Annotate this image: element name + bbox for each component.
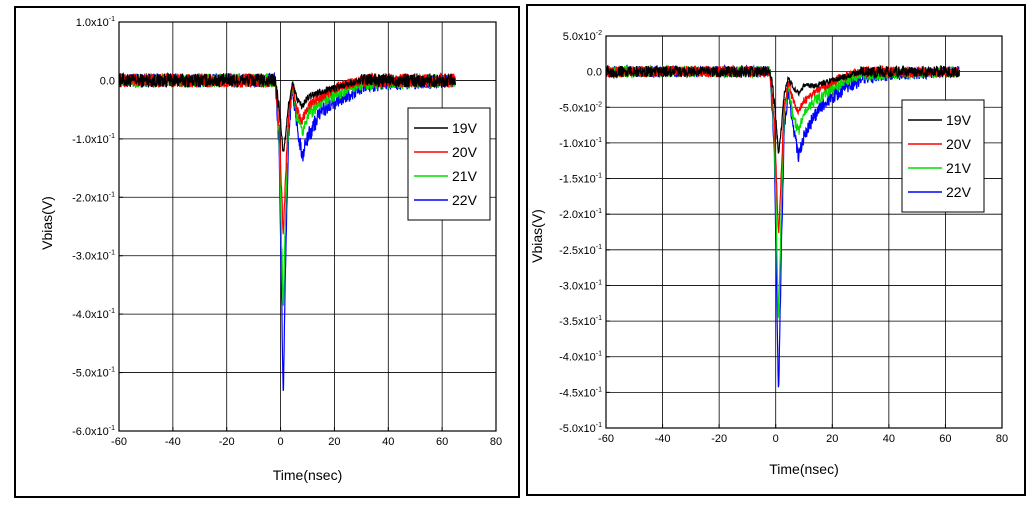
chart0-y-axis-label: Vbias(V) bbox=[39, 196, 55, 250]
chart0-y-tick-label-1: 0.0 bbox=[100, 75, 115, 87]
chart0-legend-label-22V: 22V bbox=[452, 192, 478, 208]
chart1-y-tick-label-8: -3.5x10-1 bbox=[559, 315, 602, 328]
chart0-y-tick-label-4: -3.0x10-1 bbox=[72, 250, 115, 263]
chart1-legend-label-19V: 19V bbox=[946, 112, 972, 128]
chart0-series-group bbox=[119, 71, 456, 391]
chart1-x-tick-label-5: 40 bbox=[883, 433, 895, 445]
chart0-legend-label-20V: 20V bbox=[452, 144, 478, 160]
chart1-y-tick-label-11: -5.0x10-1 bbox=[559, 422, 602, 435]
chart1-y-tick-label-6: -2.5x10-1 bbox=[559, 244, 602, 257]
chart1-y-tick-label-9: -4.0x10-1 bbox=[559, 351, 602, 364]
chart1-y-tick-label-3: -1.0x10-1 bbox=[559, 137, 602, 150]
chart1-y-tick-label-4: -1.5x10-1 bbox=[559, 173, 602, 186]
chart0-y-tick-label-2: -1.0x10-1 bbox=[72, 133, 115, 146]
chart1-x-tick-label-0: -60 bbox=[598, 433, 614, 445]
chart1-x-tick-label-3: 0 bbox=[773, 433, 779, 445]
chart0-y-tick-label-3: -2.0x10-1 bbox=[72, 191, 115, 204]
chart1-y-tick-label-0: 5.0x10-2 bbox=[563, 30, 602, 43]
chart1-x-tick-label-6: 60 bbox=[939, 433, 951, 445]
chart1-x-tick-label-4: 20 bbox=[826, 433, 838, 445]
chart0-plot-frame bbox=[118, 21, 497, 432]
chart0-x-tick-label-5: 40 bbox=[382, 436, 394, 448]
chart1-x-tick-label-2: -20 bbox=[711, 433, 727, 445]
chart0-series-line-19V bbox=[119, 72, 456, 152]
chart1-y-tick-label-7: -3.0x10-1 bbox=[559, 279, 602, 292]
chart1-y-tick-label-2: -5.0x10-2 bbox=[559, 101, 602, 114]
chart1-legend-label-20V: 20V bbox=[946, 136, 972, 152]
chart0-legend-label-19V: 19V bbox=[452, 120, 478, 136]
chart0-x-tick-label-3: 0 bbox=[278, 436, 284, 448]
chart1-y-tick-label-1: 0.0 bbox=[587, 67, 602, 79]
chart0-x-tick-label-7: 80 bbox=[490, 436, 502, 448]
chart0-legend bbox=[407, 107, 491, 221]
chart0-x-tick-label-4: 20 bbox=[328, 436, 340, 448]
chart0-x-tick-label-0: -60 bbox=[111, 436, 127, 448]
chart1-x-axis-label: Time(nsec) bbox=[769, 461, 839, 477]
chart0-y-tick-label-6: -5.0x10-1 bbox=[72, 367, 115, 380]
chart0-x-axis-label: Time(nsec) bbox=[273, 467, 343, 483]
chart-panel-right: -60 -40 -20 0 20 40 60 80 5.0x10-2 0.0 -5.0x10-2 -1… bbox=[526, 4, 1026, 496]
chart0-x-tick-label-6: 60 bbox=[436, 436, 448, 448]
chart1-series-group bbox=[606, 63, 960, 388]
chart0-legend-label-21V: 21V bbox=[452, 168, 478, 184]
chart1-series-line-19V bbox=[606, 64, 960, 154]
chart1-y-tick-label-10: -4.5x10-1 bbox=[559, 386, 602, 399]
chart0-y-tick-label-5: -4.0x10-1 bbox=[72, 308, 115, 321]
chart-panel-left: -60 -40 -20 0 20 40 60 80 1.0x10-1 0.0 -1.0x10-1 -2… bbox=[14, 6, 520, 498]
chart-right: -60 -40 -20 0 20 40 60 80 5.0x10-2 0.0 -5.0x10-2 -1… bbox=[529, 30, 1008, 477]
chart1-x-tick-label-1: -40 bbox=[655, 433, 671, 445]
chart0-y-tick-label-0: 1.0x10-1 bbox=[76, 16, 115, 29]
chart1-legend bbox=[901, 99, 985, 213]
chart1-y-axis-label: Vbias(V) bbox=[529, 209, 545, 263]
chart1-y-tick-label-5: -2.0x10-1 bbox=[559, 208, 602, 221]
chart0-x-tick-label-1: -40 bbox=[165, 436, 181, 448]
chart-left: -60 -40 -20 0 20 40 60 80 1.0x10-1 0.0 -1.0x10-1 -2… bbox=[39, 16, 502, 483]
chart0-y-tick-label-7: -6.0x10-1 bbox=[72, 425, 115, 438]
chart1-legend-label-22V: 22V bbox=[946, 184, 972, 200]
chart1-legend-label-21V: 21V bbox=[946, 160, 972, 176]
chart0-x-tick-label-2: -20 bbox=[219, 436, 235, 448]
chart1-x-tick-label-7: 80 bbox=[996, 433, 1008, 445]
chart1-plot-frame bbox=[605, 35, 1003, 429]
